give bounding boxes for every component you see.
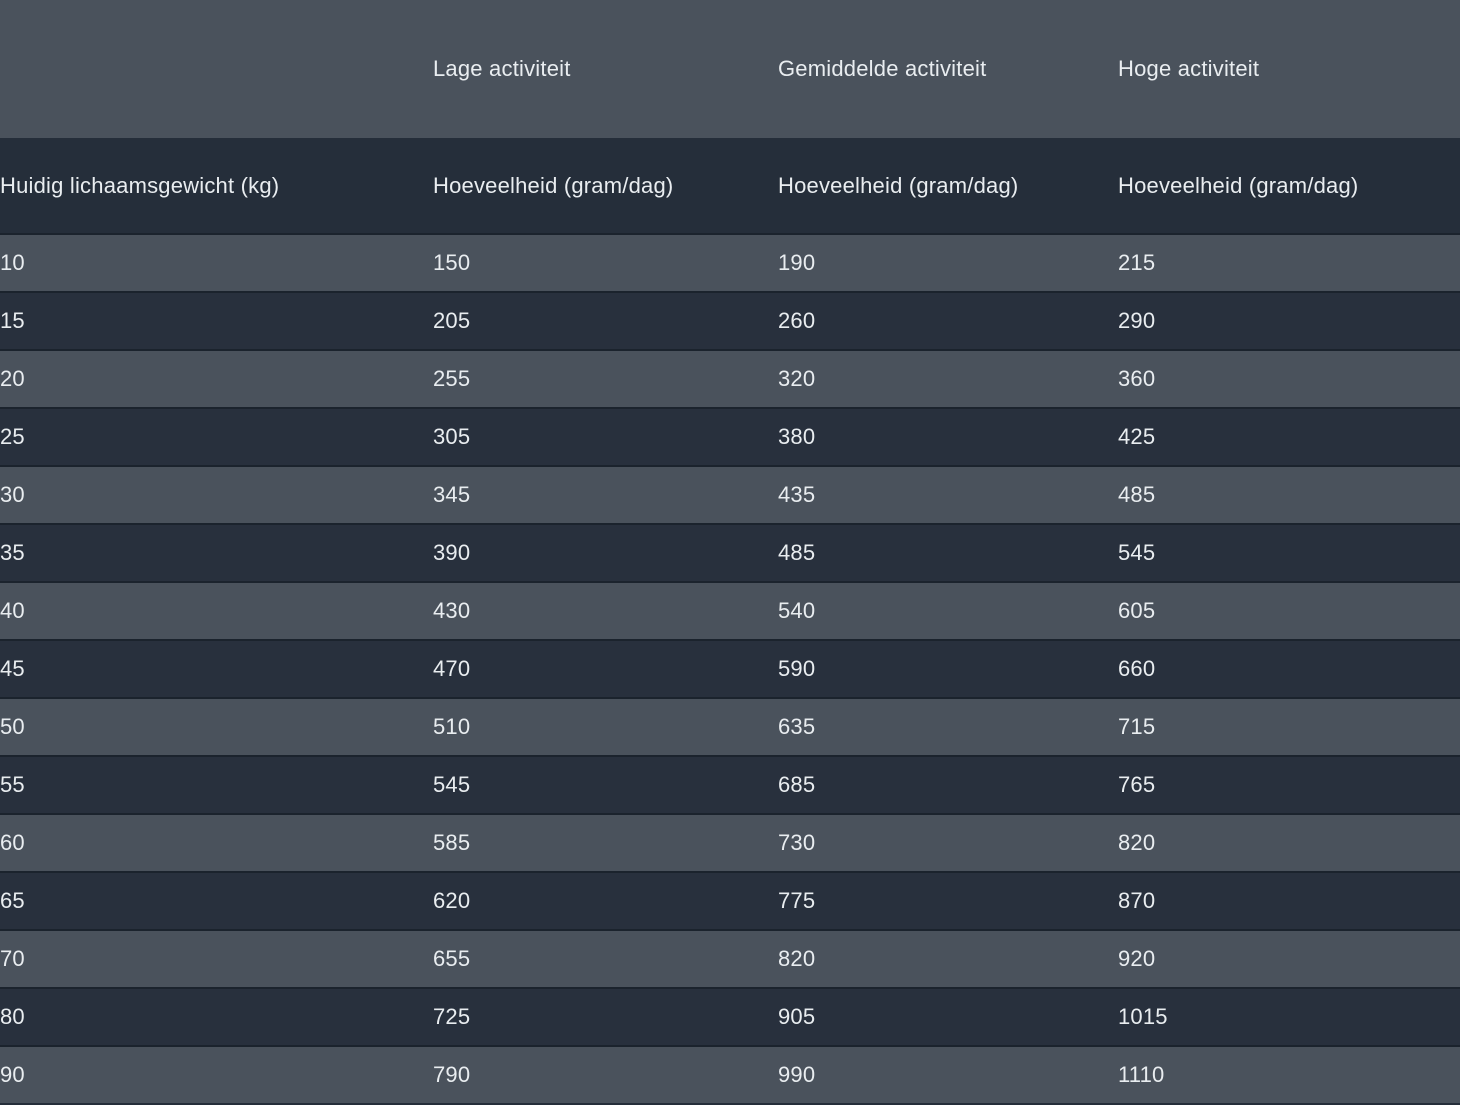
amount-medium-cell: 540	[778, 581, 1118, 639]
table-row: 20 255 320 360	[0, 349, 1460, 407]
amount-medium-cell: 775	[778, 871, 1118, 929]
weight-cell: 30	[0, 465, 433, 523]
table-row: 25 305 380 425	[0, 407, 1460, 465]
amount-high-cell: 360	[1118, 349, 1460, 407]
weight-cell: 90	[0, 1045, 433, 1103]
amount-high-cell: 1110	[1118, 1045, 1460, 1103]
amount-low-cell: 510	[433, 697, 778, 755]
amount-low-cell: 390	[433, 523, 778, 581]
amount-medium-cell: 730	[778, 813, 1118, 871]
table-row: 65 620 775 870	[0, 871, 1460, 929]
amount-low-cell: 255	[433, 349, 778, 407]
amount-low-cell: 585	[433, 813, 778, 871]
amount-high-cell: 425	[1118, 407, 1460, 465]
amount-low-cell: 655	[433, 929, 778, 987]
amount-low-cell: 620	[433, 871, 778, 929]
weight-cell: 40	[0, 581, 433, 639]
table-row: 10 150 190 215	[0, 233, 1460, 291]
amount-low-cell: 790	[433, 1045, 778, 1103]
activity-header-high: Hoge activiteit	[1118, 0, 1460, 138]
amount-high-cell: 1015	[1118, 987, 1460, 1045]
table-row: 90 790 990 1110	[0, 1045, 1460, 1103]
weight-cell: 55	[0, 755, 433, 813]
column-header-amount-medium: Hoeveelheid (gram/dag)	[778, 138, 1118, 233]
amount-medium-cell: 590	[778, 639, 1118, 697]
table-row: 80 725 905 1015	[0, 987, 1460, 1045]
weight-cell: 80	[0, 987, 433, 1045]
amount-medium-cell: 635	[778, 697, 1118, 755]
activity-header-low: Lage activiteit	[433, 0, 778, 138]
table-body: 10 150 190 215 15 205 260 290 20 255 320 360 25 305 38…	[0, 233, 1460, 1103]
amount-high-cell: 715	[1118, 697, 1460, 755]
weight-cell: 60	[0, 813, 433, 871]
table-row: 30 345 435 485	[0, 465, 1460, 523]
table-row: 70 655 820 920	[0, 929, 1460, 987]
activity-header-medium: Gemiddelde activiteit	[778, 0, 1118, 138]
table-row: 50 510 635 715	[0, 697, 1460, 755]
activity-header-empty	[0, 0, 433, 138]
amount-low-cell: 470	[433, 639, 778, 697]
amount-high-cell: 765	[1118, 755, 1460, 813]
amount-high-cell: 290	[1118, 291, 1460, 349]
amount-medium-cell: 435	[778, 465, 1118, 523]
amount-low-cell: 150	[433, 233, 778, 291]
table-row: 55 545 685 765	[0, 755, 1460, 813]
table-row: 45 470 590 660	[0, 639, 1460, 697]
amount-high-cell: 485	[1118, 465, 1460, 523]
table-row: 15 205 260 290	[0, 291, 1460, 349]
weight-cell: 10	[0, 233, 433, 291]
weight-cell: 65	[0, 871, 433, 929]
amount-high-cell: 870	[1118, 871, 1460, 929]
weight-cell: 15	[0, 291, 433, 349]
amount-low-cell: 545	[433, 755, 778, 813]
amount-medium-cell: 990	[778, 1045, 1118, 1103]
amount-medium-cell: 380	[778, 407, 1118, 465]
amount-high-cell: 215	[1118, 233, 1460, 291]
amount-medium-cell: 820	[778, 929, 1118, 987]
column-header-weight: Huidig lichaamsgewicht (kg)	[0, 138, 433, 233]
amount-medium-cell: 685	[778, 755, 1118, 813]
column-header-amount-high: Hoeveelheid (gram/dag)	[1118, 138, 1460, 233]
weight-cell: 50	[0, 697, 433, 755]
table-row: 60 585 730 820	[0, 813, 1460, 871]
amount-high-cell: 605	[1118, 581, 1460, 639]
weight-cell: 35	[0, 523, 433, 581]
amount-medium-cell: 190	[778, 233, 1118, 291]
column-header-row: Huidig lichaamsgewicht (kg) Hoeveelheid …	[0, 138, 1460, 233]
amount-high-cell: 820	[1118, 813, 1460, 871]
amount-low-cell: 345	[433, 465, 778, 523]
column-header-amount-low: Hoeveelheid (gram/dag)	[433, 138, 778, 233]
amount-medium-cell: 905	[778, 987, 1118, 1045]
amount-high-cell: 920	[1118, 929, 1460, 987]
amount-high-cell: 660	[1118, 639, 1460, 697]
weight-cell: 25	[0, 407, 433, 465]
table-row: 35 390 485 545	[0, 523, 1460, 581]
table-row: 40 430 540 605	[0, 581, 1460, 639]
weight-cell: 70	[0, 929, 433, 987]
amount-high-cell: 545	[1118, 523, 1460, 581]
amount-medium-cell: 260	[778, 291, 1118, 349]
activity-header-row: Lage activiteit Gemiddelde activiteit Ho…	[0, 0, 1460, 138]
amount-medium-cell: 485	[778, 523, 1118, 581]
weight-cell: 20	[0, 349, 433, 407]
amount-low-cell: 430	[433, 581, 778, 639]
amount-medium-cell: 320	[778, 349, 1118, 407]
weight-cell: 45	[0, 639, 433, 697]
amount-low-cell: 305	[433, 407, 778, 465]
amount-low-cell: 725	[433, 987, 778, 1045]
amount-low-cell: 205	[433, 291, 778, 349]
